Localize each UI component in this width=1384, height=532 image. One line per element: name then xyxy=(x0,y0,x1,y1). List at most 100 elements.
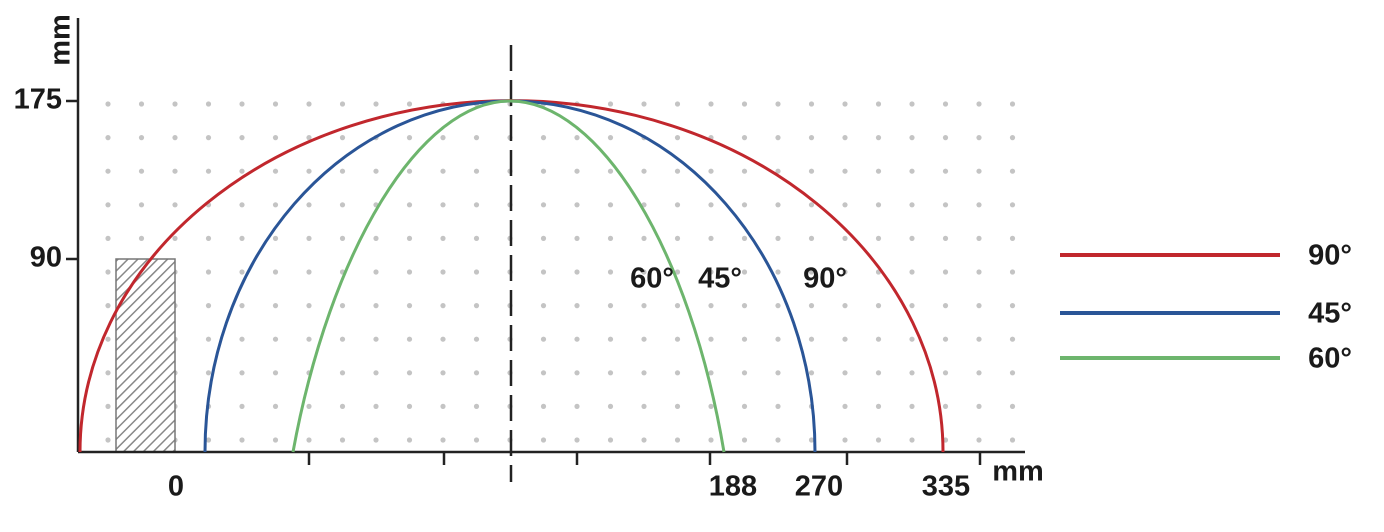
dot xyxy=(239,303,245,309)
dot xyxy=(674,101,681,107)
dot xyxy=(239,336,245,342)
dot xyxy=(205,269,212,275)
dot xyxy=(641,101,647,107)
dot xyxy=(406,269,413,275)
dot xyxy=(205,235,212,241)
dot xyxy=(842,202,848,208)
dot xyxy=(775,336,781,342)
dot xyxy=(708,168,714,174)
dot xyxy=(607,168,614,174)
dot xyxy=(105,403,111,409)
dot xyxy=(339,202,346,208)
dot xyxy=(574,269,580,275)
dot xyxy=(339,303,346,309)
dot xyxy=(842,336,848,342)
dot xyxy=(607,135,614,141)
dot xyxy=(674,303,681,309)
dot xyxy=(808,168,815,174)
dot xyxy=(808,269,815,275)
dot xyxy=(1009,135,1016,141)
dot xyxy=(406,437,413,443)
legend-label: 45° xyxy=(1308,298,1352,330)
dot xyxy=(976,269,982,275)
dot xyxy=(741,269,748,275)
dot xyxy=(875,303,882,309)
dot xyxy=(909,303,915,309)
dot xyxy=(406,370,413,376)
dot xyxy=(808,101,815,107)
dot xyxy=(808,303,815,309)
legend-label: 90° xyxy=(1308,240,1352,272)
dot xyxy=(607,101,614,107)
x-tick-label: 270 xyxy=(795,471,843,503)
curve-label: 45° xyxy=(698,263,742,295)
dot xyxy=(741,202,748,208)
dot xyxy=(373,303,379,309)
dot xyxy=(540,235,547,241)
dot xyxy=(105,135,111,141)
dot xyxy=(775,135,781,141)
dot xyxy=(708,370,714,376)
dot xyxy=(540,303,547,309)
dot xyxy=(976,370,982,376)
dot xyxy=(339,370,346,376)
dot xyxy=(306,168,312,174)
dot xyxy=(540,437,547,443)
dot xyxy=(306,135,312,141)
dot xyxy=(540,135,547,141)
dot xyxy=(440,370,446,376)
dot xyxy=(674,202,681,208)
dot xyxy=(942,101,949,107)
dot xyxy=(842,135,848,141)
legend-label: 60° xyxy=(1308,343,1352,375)
dot xyxy=(641,336,647,342)
dot xyxy=(440,168,446,174)
dot xyxy=(808,235,815,241)
dot xyxy=(708,403,714,409)
dot xyxy=(909,336,915,342)
dot xyxy=(339,336,346,342)
dot xyxy=(641,370,647,376)
dot xyxy=(105,269,111,275)
dot xyxy=(172,202,178,208)
dot xyxy=(674,168,681,174)
dot xyxy=(540,202,547,208)
dot xyxy=(909,269,915,275)
dot xyxy=(942,135,949,141)
dot xyxy=(473,269,480,275)
dot xyxy=(808,336,815,342)
dot xyxy=(808,370,815,376)
dot xyxy=(306,336,312,342)
curve-label: 60° xyxy=(630,263,674,295)
dot xyxy=(205,135,212,141)
dot xyxy=(306,403,312,409)
dot xyxy=(373,168,379,174)
dot xyxy=(239,403,245,409)
dot xyxy=(942,336,949,342)
dot xyxy=(306,101,312,107)
dot xyxy=(239,370,245,376)
dot xyxy=(775,235,781,241)
dot xyxy=(976,437,982,443)
dot xyxy=(1009,269,1016,275)
dot xyxy=(105,370,111,376)
dot xyxy=(708,269,714,275)
dot xyxy=(775,437,781,443)
dot xyxy=(976,235,982,241)
dot xyxy=(1009,235,1016,241)
dot xyxy=(1009,437,1016,443)
dot xyxy=(373,437,379,443)
dot xyxy=(473,403,480,409)
dot xyxy=(540,370,547,376)
dot xyxy=(339,437,346,443)
dot xyxy=(272,135,279,141)
dot xyxy=(373,336,379,342)
dot xyxy=(741,370,748,376)
dot xyxy=(272,202,279,208)
dot xyxy=(741,403,748,409)
dot xyxy=(239,135,245,141)
dot xyxy=(406,336,413,342)
dot xyxy=(473,135,480,141)
dot xyxy=(976,168,982,174)
dot xyxy=(1009,403,1016,409)
